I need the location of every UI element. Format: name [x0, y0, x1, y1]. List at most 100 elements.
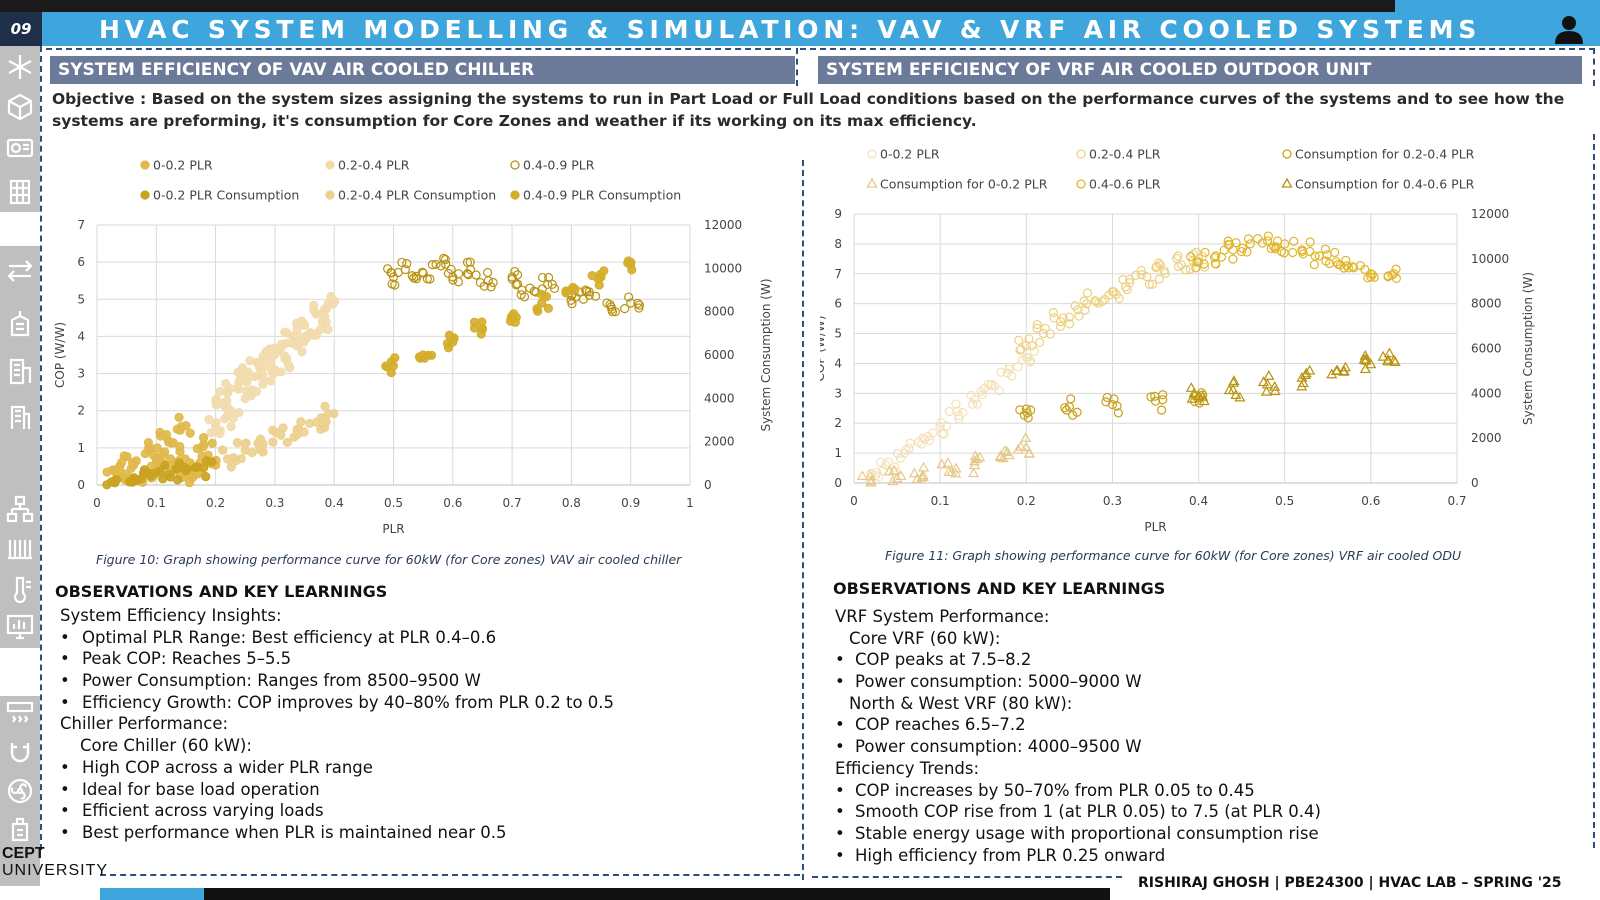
building-icon[interactable] [4, 308, 36, 338]
data-point [1104, 290, 1114, 300]
data-point [427, 260, 438, 270]
data-point [245, 356, 255, 366]
panel-divider [802, 160, 804, 880]
page-title: HVAC SYSTEM MODELLING & SIMULATION: VAV … [98, 14, 1482, 44]
user-icon[interactable] [1552, 14, 1586, 44]
data-point [1064, 312, 1074, 322]
right-panel-top-border [800, 48, 1595, 50]
y-tick-label: 6 [834, 297, 842, 311]
thermometer-icon[interactable] [4, 574, 36, 604]
data-point [1061, 405, 1072, 415]
data-point [1058, 313, 1068, 323]
data-point [1160, 268, 1170, 278]
observation-line: VRF System Performance: [835, 606, 1590, 628]
y2-tick-label: 2000 [1471, 431, 1502, 445]
series-2 [383, 253, 645, 317]
y2-tick-label: 4000 [704, 391, 735, 405]
data-point [441, 259, 451, 269]
data-point [1002, 368, 1012, 378]
air-vent-icon[interactable] [4, 698, 36, 728]
data-point [131, 456, 141, 466]
data-point [206, 428, 216, 438]
data-point [1186, 252, 1196, 262]
data-point [950, 462, 962, 473]
tower-icon[interactable] [4, 356, 36, 386]
data-point [247, 447, 257, 458]
observation-line: Core Chiller (60 kW): [60, 735, 790, 757]
observation-line: • Ideal for base load operation [60, 779, 790, 801]
x-tick-label: 0.5 [384, 496, 403, 510]
observation-line: • Power consumption: 5000–9000 W [835, 671, 1590, 693]
data-point [1324, 258, 1335, 269]
observation-line: Chiller Performance: [60, 713, 790, 735]
y-tick-label: 7 [77, 218, 85, 232]
data-point [1055, 321, 1066, 332]
data-point [232, 437, 242, 448]
x-tick-label: 0.6 [443, 496, 462, 510]
data-point [1158, 395, 1168, 405]
data-point [1154, 274, 1164, 284]
snowflake-icon[interactable] [4, 52, 36, 82]
observation-line: Core VRF (60 kW): [835, 628, 1590, 650]
data-point [871, 471, 881, 481]
data-point [890, 462, 900, 472]
x-tick-label: 0.7 [1447, 494, 1466, 508]
legend-label: 0-0.2 PLR [153, 158, 213, 173]
data-point [215, 425, 226, 436]
x-tick-label: 0.9 [621, 496, 640, 510]
data-point [299, 427, 309, 437]
data-point [268, 437, 278, 447]
data-point [1136, 265, 1146, 276]
series-0 [865, 346, 1039, 486]
data-point [397, 257, 407, 268]
data-point [252, 386, 262, 397]
data-point [255, 434, 266, 444]
data-point [211, 417, 221, 428]
data-point [282, 328, 292, 338]
observation-text: COP peaks at 7.5–8.2 [855, 650, 1032, 670]
ac-unit-icon[interactable] [4, 134, 36, 164]
data-point [1023, 413, 1033, 423]
data-point [864, 470, 876, 481]
y-tick-label: 8 [834, 237, 842, 251]
data-point [994, 386, 1004, 396]
data-point [1263, 231, 1273, 241]
data-point [1070, 301, 1080, 311]
data-point [175, 425, 185, 435]
data-point [258, 447, 268, 457]
data-point [626, 298, 636, 308]
sensor-icon[interactable] [4, 814, 36, 844]
data-point [1066, 394, 1076, 404]
monitor-chart-icon[interactable] [4, 612, 36, 642]
observation-text: Peak COP: Reaches 5–5.5 [82, 649, 292, 669]
hierarchy-icon[interactable] [4, 494, 36, 524]
data-point [311, 308, 321, 318]
data-point [581, 285, 591, 295]
radiator-icon[interactable] [4, 534, 36, 564]
data-point [1360, 354, 1372, 365]
data-point [276, 367, 286, 377]
data-point [1257, 238, 1268, 248]
data-point [287, 338, 297, 348]
data-point [634, 300, 645, 310]
building-grid-icon[interactable] [4, 176, 36, 206]
series-4 [217, 401, 339, 472]
data-point [1155, 260, 1165, 270]
data-point [1200, 247, 1210, 258]
arrows-icon[interactable] [4, 256, 36, 286]
fan-icon[interactable] [4, 776, 36, 806]
magnet-icon[interactable] [4, 738, 36, 768]
data-point [234, 407, 244, 418]
bullet-glyph: • [835, 737, 845, 757]
data-point [1040, 323, 1050, 333]
x-tick-label: 0.2 [206, 496, 225, 510]
figure-10-caption: Figure 10: Graph showing performance cur… [96, 552, 682, 567]
data-point [987, 379, 997, 389]
cube-icon[interactable] [4, 92, 36, 122]
bullet-glyph: • [835, 845, 845, 865]
data-point [266, 376, 276, 386]
office-icon[interactable] [4, 402, 36, 432]
data-point [541, 292, 552, 302]
data-point [414, 352, 425, 362]
data-point [1289, 236, 1299, 246]
